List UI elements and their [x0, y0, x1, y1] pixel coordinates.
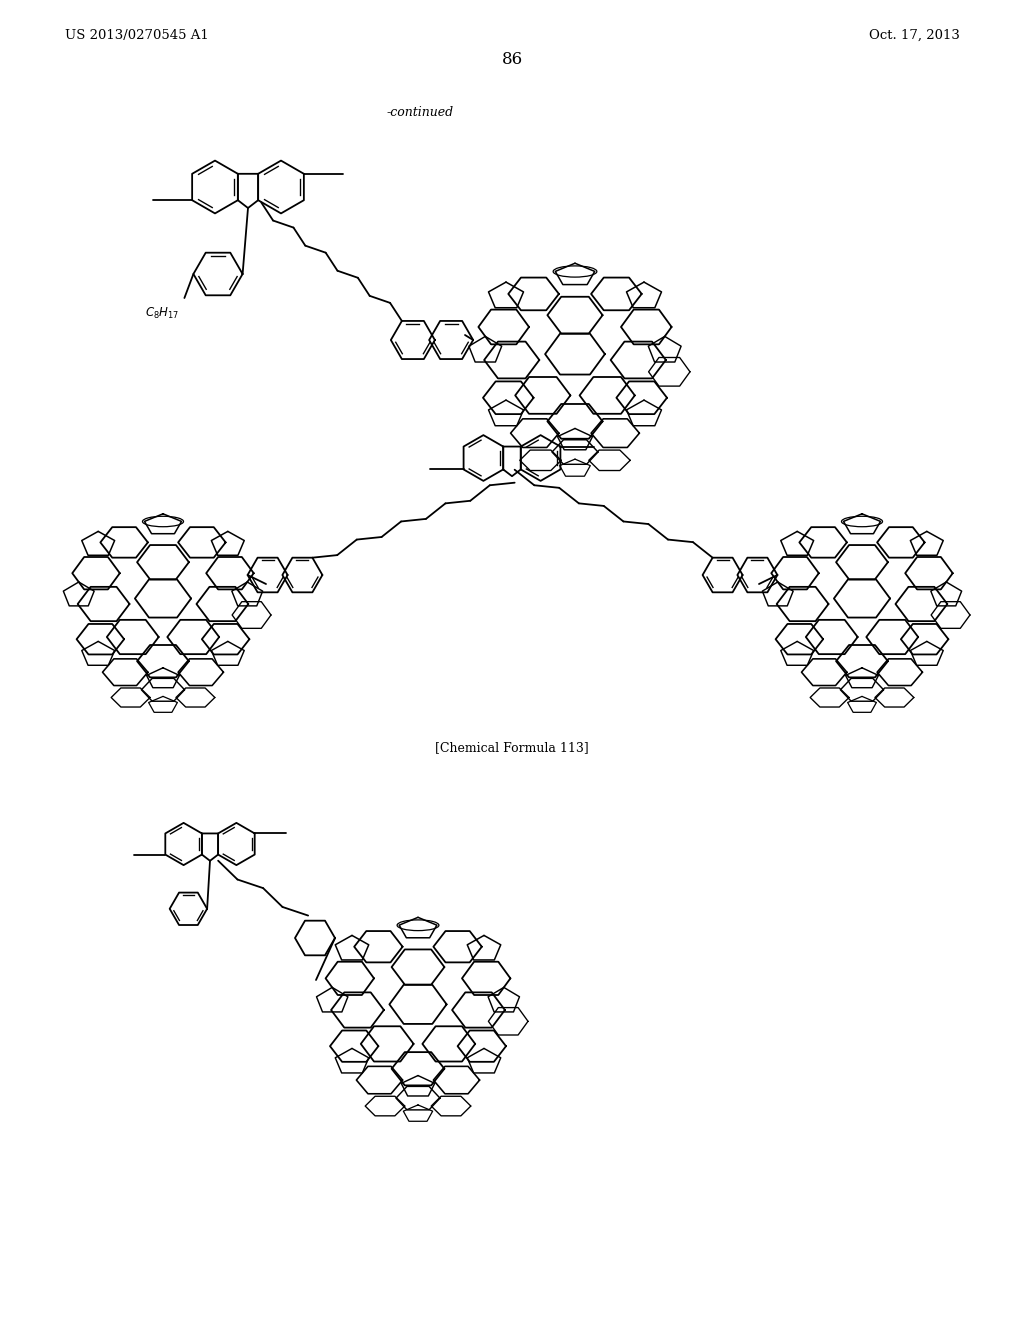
Text: [Chemical Formula 113]: [Chemical Formula 113]	[435, 742, 589, 755]
Text: US 2013/0270545 A1: US 2013/0270545 A1	[65, 29, 209, 41]
Text: 86: 86	[502, 51, 522, 69]
Text: -continued: -continued	[386, 107, 454, 120]
Text: Oct. 17, 2013: Oct. 17, 2013	[869, 29, 961, 41]
Text: $C_8H_{17}$: $C_8H_{17}$	[145, 306, 179, 321]
